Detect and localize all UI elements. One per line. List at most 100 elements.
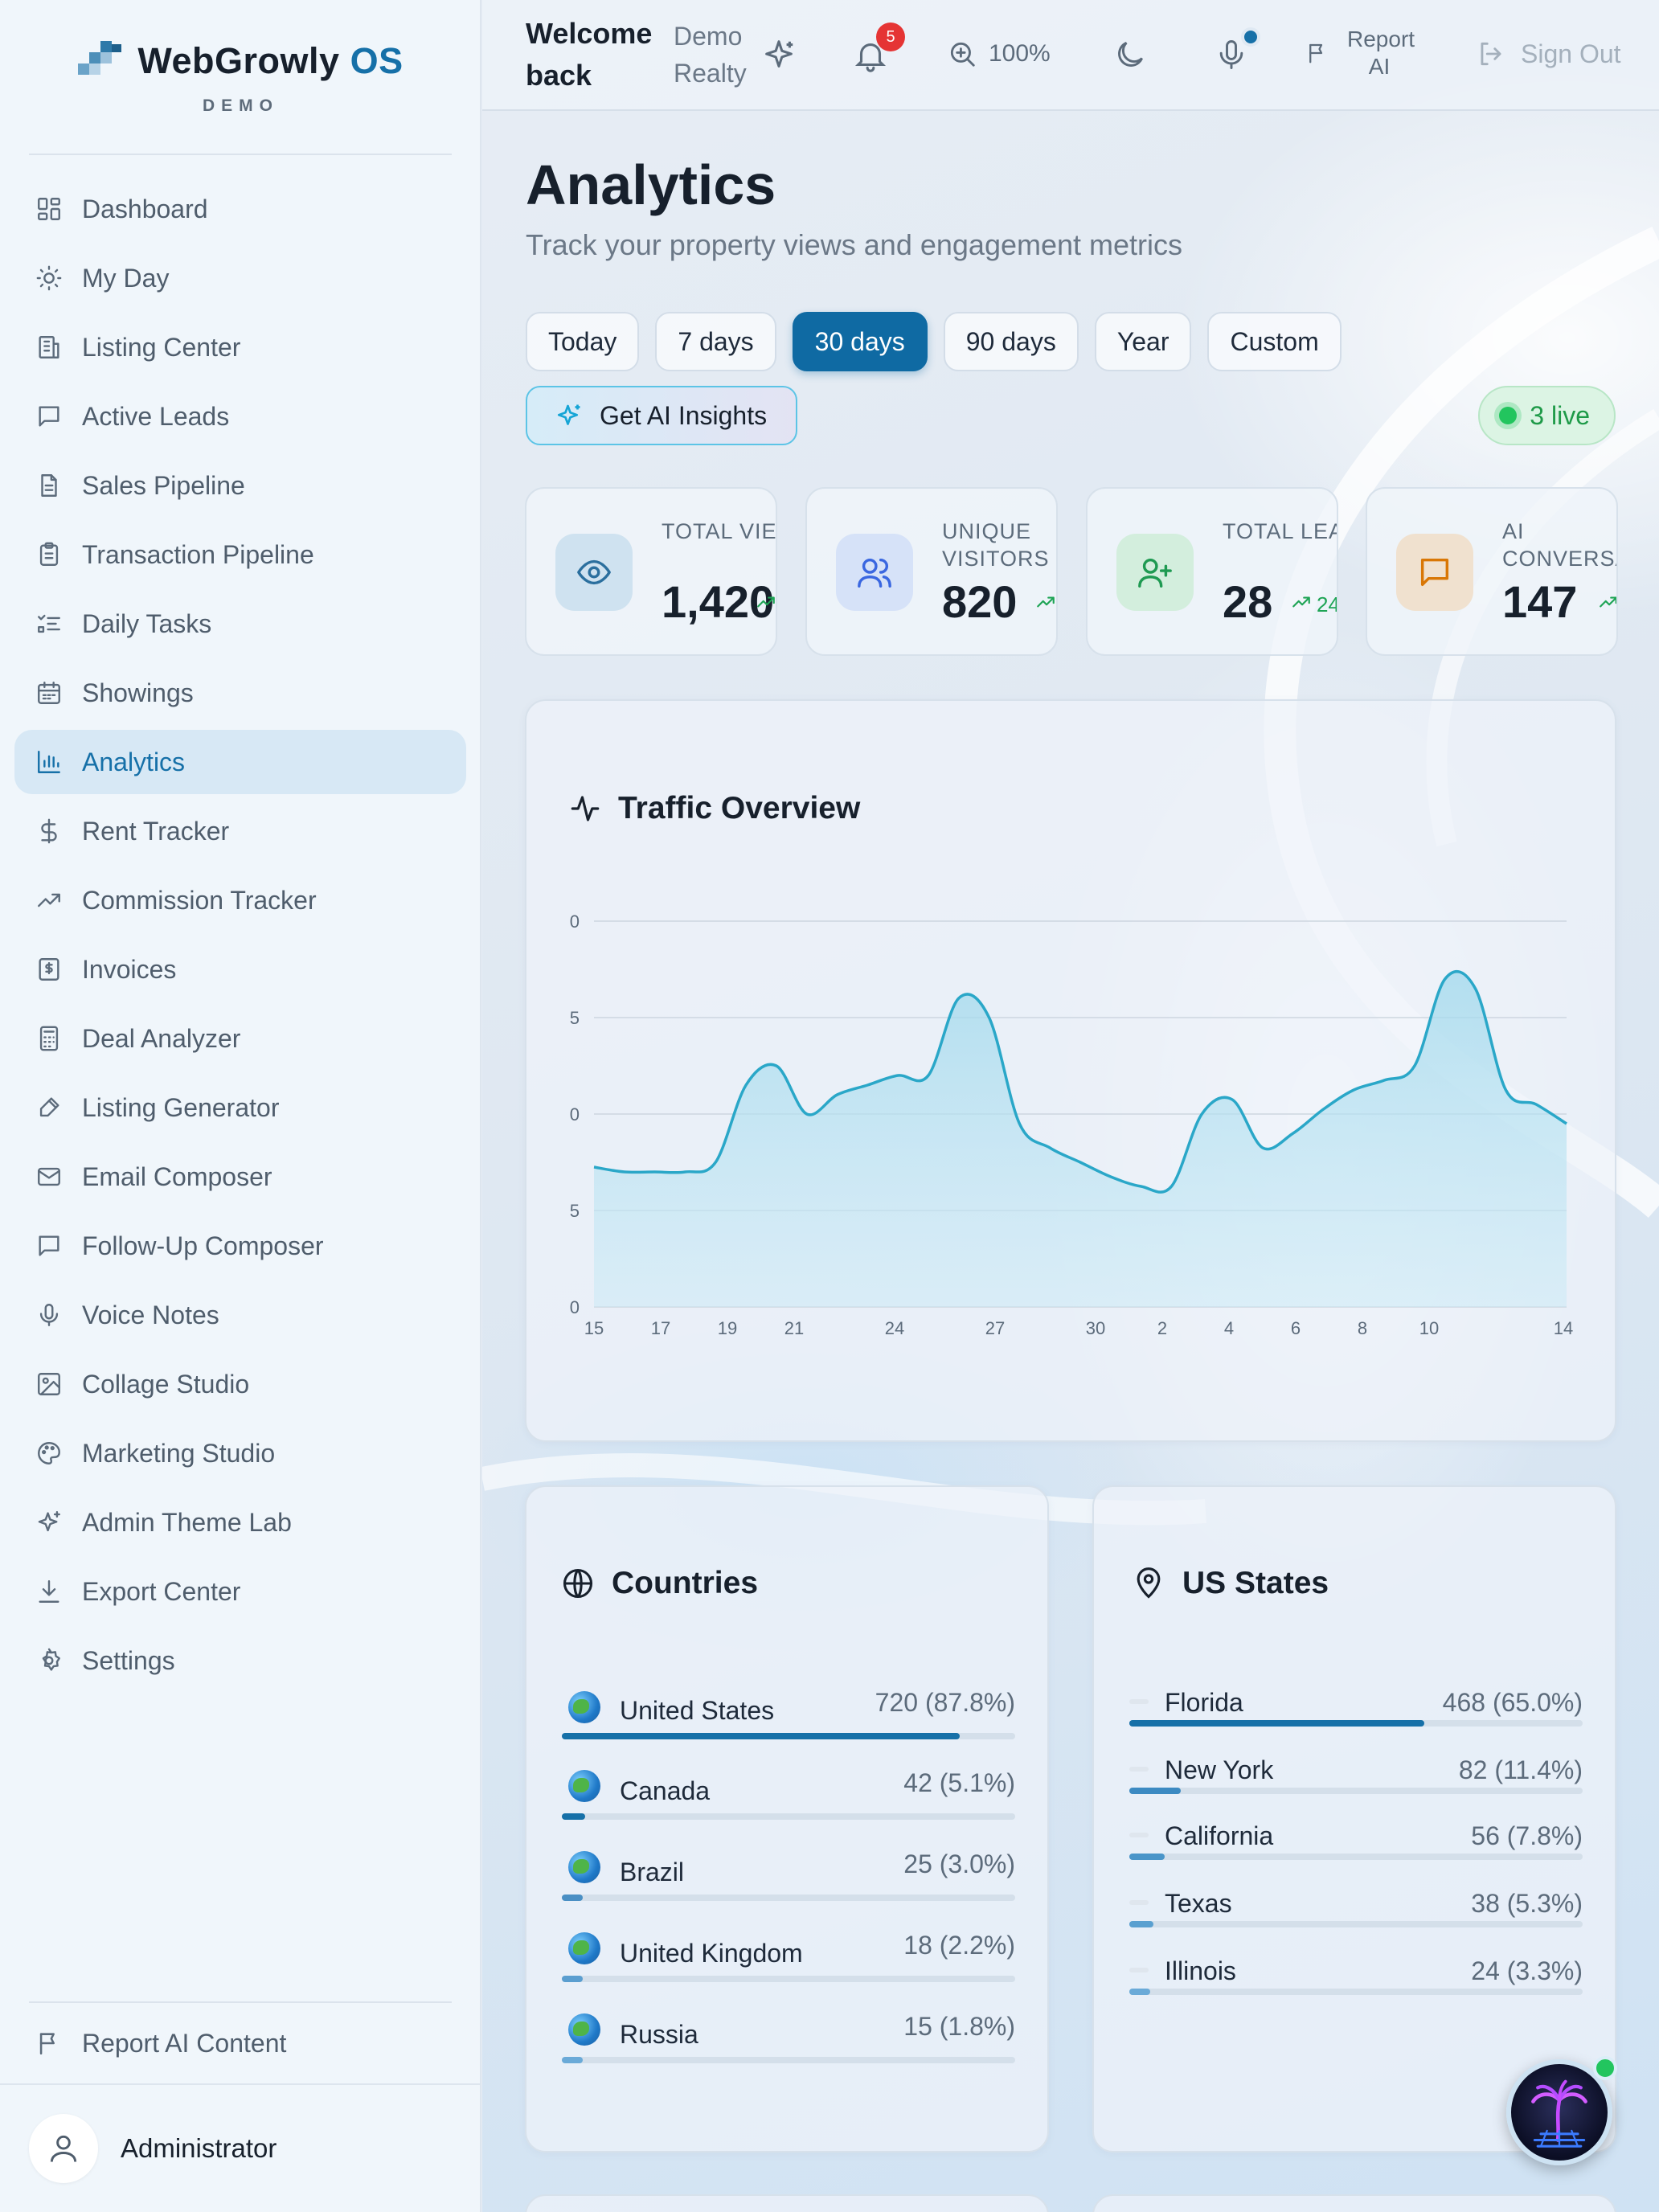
state-row-illinois[interactable]: Illinois 24 (3.3%) (1129, 1956, 1583, 2005)
country-row-brazil[interactable]: Brazil 25 (3.0%) (562, 1849, 1015, 1901)
sidebar-item-label: Active Leads (82, 401, 230, 431)
sidebar-item-listing-generator[interactable]: Listing Generator (14, 1075, 466, 1140)
range-year-button[interactable]: Year (1094, 312, 1192, 371)
ai-assistant-button[interactable] (1506, 2056, 1617, 2165)
sidebar-item-label: Follow-Up Composer (82, 1231, 324, 1260)
sidebar-item-label: Listing Center (82, 332, 241, 362)
x-tick-label: 30 (1086, 1318, 1105, 1338)
sidebar-item-label: Deal Analyzer (82, 1023, 241, 1053)
avatar[interactable] (29, 2114, 98, 2183)
mail-icon (35, 1163, 63, 1190)
calendar-icon (35, 679, 63, 707)
report-ai-content-link[interactable]: Report AI Content (14, 2011, 466, 2075)
state-row-california[interactable]: California 56 (7.8%) (1129, 1821, 1583, 1870)
progress-track (1129, 1720, 1583, 1727)
sidebar-item-collage-studio[interactable]: Collage Studio (14, 1352, 466, 1416)
row-name: Canada (620, 1776, 711, 1805)
state-row-florida[interactable]: Florida 468 (65.0%) (1129, 1688, 1583, 1736)
sidebar-item-export-center[interactable]: Export Center (14, 1559, 466, 1624)
x-tick-label: 10 (1419, 1318, 1439, 1338)
sidebar-item-deal-analyzer[interactable]: Deal Analyzer (14, 1006, 466, 1071)
sidebar-item-marketing-studio[interactable]: Marketing Studio (14, 1421, 466, 1485)
x-tick-label: 17 (651, 1318, 670, 1338)
users-icon (836, 534, 913, 611)
sidebar-item-active-leads[interactable]: Active Leads (14, 384, 466, 449)
brand-subtitle: DEMO (203, 96, 279, 115)
brand: WebGrowly OS DEMO (0, 40, 481, 116)
row-value: 42 (5.1%) (903, 1768, 1015, 1797)
sidebar-item-rent-tracker[interactable]: Rent Tracker (14, 799, 466, 863)
palm-tree-icon (1531, 2079, 1587, 2148)
stat-card-total-leads[interactable]: TOTAL LEADS 28 24.5% (1086, 487, 1338, 656)
range-90-days-button[interactable]: 90 days (943, 312, 1079, 371)
country-row-russia[interactable]: Russia 15 (1.8%) (562, 2012, 1015, 2063)
date-range-selector: Today 7 days 30 days 90 days Year Custom (526, 312, 1342, 371)
progress-fill (1129, 1921, 1153, 1927)
row-name: Russia (620, 2020, 698, 2049)
progress-track (562, 1976, 1015, 1982)
x-tick-label: 14 (1554, 1318, 1573, 1338)
sign-out-button[interactable]: Sign Out (1476, 39, 1621, 69)
zoom-in-icon (950, 42, 975, 67)
country-row-canada[interactable]: Canada 42 (5.1%) (562, 1768, 1015, 1820)
sidebar-item-invoices[interactable]: Invoices (14, 937, 466, 1002)
sidebar-item-voice-notes[interactable]: Voice Notes (14, 1283, 466, 1347)
range-7-days-button[interactable]: 7 days (655, 312, 776, 371)
download-icon (35, 1578, 63, 1605)
sidebar-item-settings[interactable]: Settings (14, 1628, 466, 1693)
globe-flag-icon (568, 2013, 600, 2046)
sidebar-item-label: Voice Notes (82, 1300, 219, 1329)
sidebar-item-commission-tracker[interactable]: Commission Tracker (14, 868, 466, 932)
x-tick-label: 2 (1157, 1318, 1167, 1338)
dark-mode-toggle[interactable] (1112, 37, 1148, 72)
row-name: Illinois (1165, 1956, 1236, 1985)
sidebar-item-follow-up-composer[interactable]: Follow-Up Composer (14, 1214, 466, 1278)
sidebar-item-admin-theme-lab[interactable]: Admin Theme Lab (14, 1490, 466, 1555)
sidebar-item-label: Transaction Pipeline (82, 539, 314, 569)
sidebar-item-transaction-pipeline[interactable]: Transaction Pipeline (14, 522, 466, 587)
checklist-icon (35, 610, 63, 637)
range-custom-button[interactable]: Custom (1207, 312, 1342, 371)
stat-card-ai-conversations[interactable]: AI CONVERSATIONS147 5.4% (1366, 487, 1618, 656)
x-tick-label: 21 (784, 1318, 804, 1338)
globe-flag-icon (568, 1770, 600, 1802)
range-today-button[interactable]: Today (526, 312, 640, 371)
sidebar-item-listing-center[interactable]: Listing Center (14, 315, 466, 379)
report-ai-button[interactable]: Report AI (1305, 26, 1415, 80)
progress-track (1129, 1989, 1583, 1995)
sparkles-icon (765, 40, 793, 68)
ai-sparkle-button[interactable] (760, 37, 797, 74)
sidebar-item-dashboard[interactable]: Dashboard (14, 177, 466, 241)
range-30-days-button[interactable]: 30 days (792, 312, 928, 371)
progress-fill (562, 1976, 583, 1982)
voice-button[interactable] (1214, 27, 1260, 79)
country-row-united-kingdom[interactable]: United Kingdom 18 (2.2%) (562, 1931, 1015, 1982)
brand-name[interactable]: WebGrowly OS (137, 40, 403, 81)
sidebar-item-sales-pipeline[interactable]: Sales Pipeline (14, 453, 466, 518)
sidebar-item-email-composer[interactable]: Email Composer (14, 1145, 466, 1209)
dashboard-icon (35, 195, 63, 223)
zoom-control[interactable]: 100% (947, 39, 1051, 69)
row-name: Texas (1165, 1889, 1232, 1918)
brush-icon (35, 1094, 63, 1121)
get-ai-insights-button[interactable]: Get AI Insights (526, 386, 798, 445)
sidebar-item-my-day[interactable]: My Day (14, 246, 466, 310)
sidebar-item-daily-tasks[interactable]: Daily Tasks (14, 592, 466, 656)
country-row-united-states[interactable]: United States 720 (87.8%) (562, 1688, 1015, 1739)
user-profile[interactable]: Administrator (0, 2083, 481, 2212)
progress-fill (1129, 1989, 1150, 1995)
sidebar-item-analytics[interactable]: Analytics (14, 730, 466, 794)
report-ai-label: Report AI (1347, 27, 1415, 79)
sidebar-item-showings[interactable]: Showings (14, 661, 466, 725)
state-row-new-york[interactable]: New York 82 (11.4%) (1129, 1755, 1583, 1804)
state-row-texas[interactable]: Texas 38 (5.3%) (1129, 1889, 1583, 1937)
sidebar-item-label: Settings (82, 1645, 175, 1675)
clipboard-icon (35, 541, 63, 568)
notifications-button[interactable]: 5 (852, 23, 905, 80)
next-card-partial (525, 2194, 1049, 2212)
progress-fill (562, 1733, 961, 1739)
stat-card-total-views[interactable]: TOTAL VIEWS 1,42015.3% (525, 487, 777, 656)
flag-icon (1309, 43, 1323, 63)
